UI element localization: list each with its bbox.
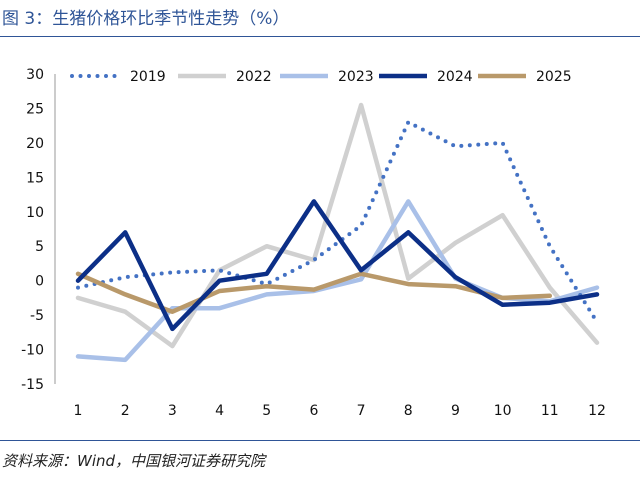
x-tick-label: 10 <box>494 403 512 419</box>
x-tick-label: 1 <box>74 403 83 419</box>
legend-label-2022: 2022 <box>236 69 272 85</box>
x-tick-label: 11 <box>541 403 559 419</box>
y-tick-label: 15 <box>26 170 44 186</box>
y-tick-label: 30 <box>26 67 44 83</box>
legend-label-2023: 2023 <box>338 69 374 85</box>
x-tick-label: 3 <box>168 403 177 419</box>
source-note: 资料来源：Wind，中国银河证券研究院 <box>2 452 266 470</box>
y-tick-label: 25 <box>26 101 44 117</box>
x-axis-ticks: 1 2 3 4 5 6 7 8 9 10 11 12 <box>74 403 606 419</box>
x-tick-label: 2 <box>121 403 130 419</box>
source-divider <box>0 440 640 441</box>
series-line-2025 <box>75 271 553 314</box>
title-divider <box>0 36 640 37</box>
x-tick-label: 9 <box>451 403 460 419</box>
x-tick-label: 4 <box>215 403 224 419</box>
x-tick-label: 12 <box>588 403 606 419</box>
figure-title: 图 3：生猪价格环比季节性走势（%） <box>2 9 290 29</box>
legend: 2019 2022 2023 2024 2025 <box>70 69 572 85</box>
legend-label-2025: 2025 <box>536 69 572 85</box>
x-tick-label: 5 <box>262 403 271 419</box>
legend-label-2019: 2019 <box>130 69 166 85</box>
y-tick-label: -5 <box>30 308 44 324</box>
legend-label-2024: 2024 <box>437 69 473 85</box>
series-line-2024 <box>75 199 600 332</box>
y-tick-label: -10 <box>21 343 44 359</box>
x-tick-label: 8 <box>404 403 413 419</box>
x-tick-label: 7 <box>357 403 366 419</box>
series-line-2019 <box>76 120 599 324</box>
y-tick-label: 5 <box>35 239 44 255</box>
series-lines <box>75 102 600 363</box>
y-tick-label: 0 <box>35 274 44 290</box>
y-axis-ticks: 30 25 20 15 10 5 0 -5 -10 -15 <box>21 67 44 393</box>
y-tick-label: 10 <box>26 205 44 221</box>
y-tick-label: 20 <box>26 136 44 152</box>
series-line-2022 <box>75 102 600 349</box>
y-tick-label: -15 <box>21 377 44 393</box>
x-tick-label: 6 <box>309 403 318 419</box>
